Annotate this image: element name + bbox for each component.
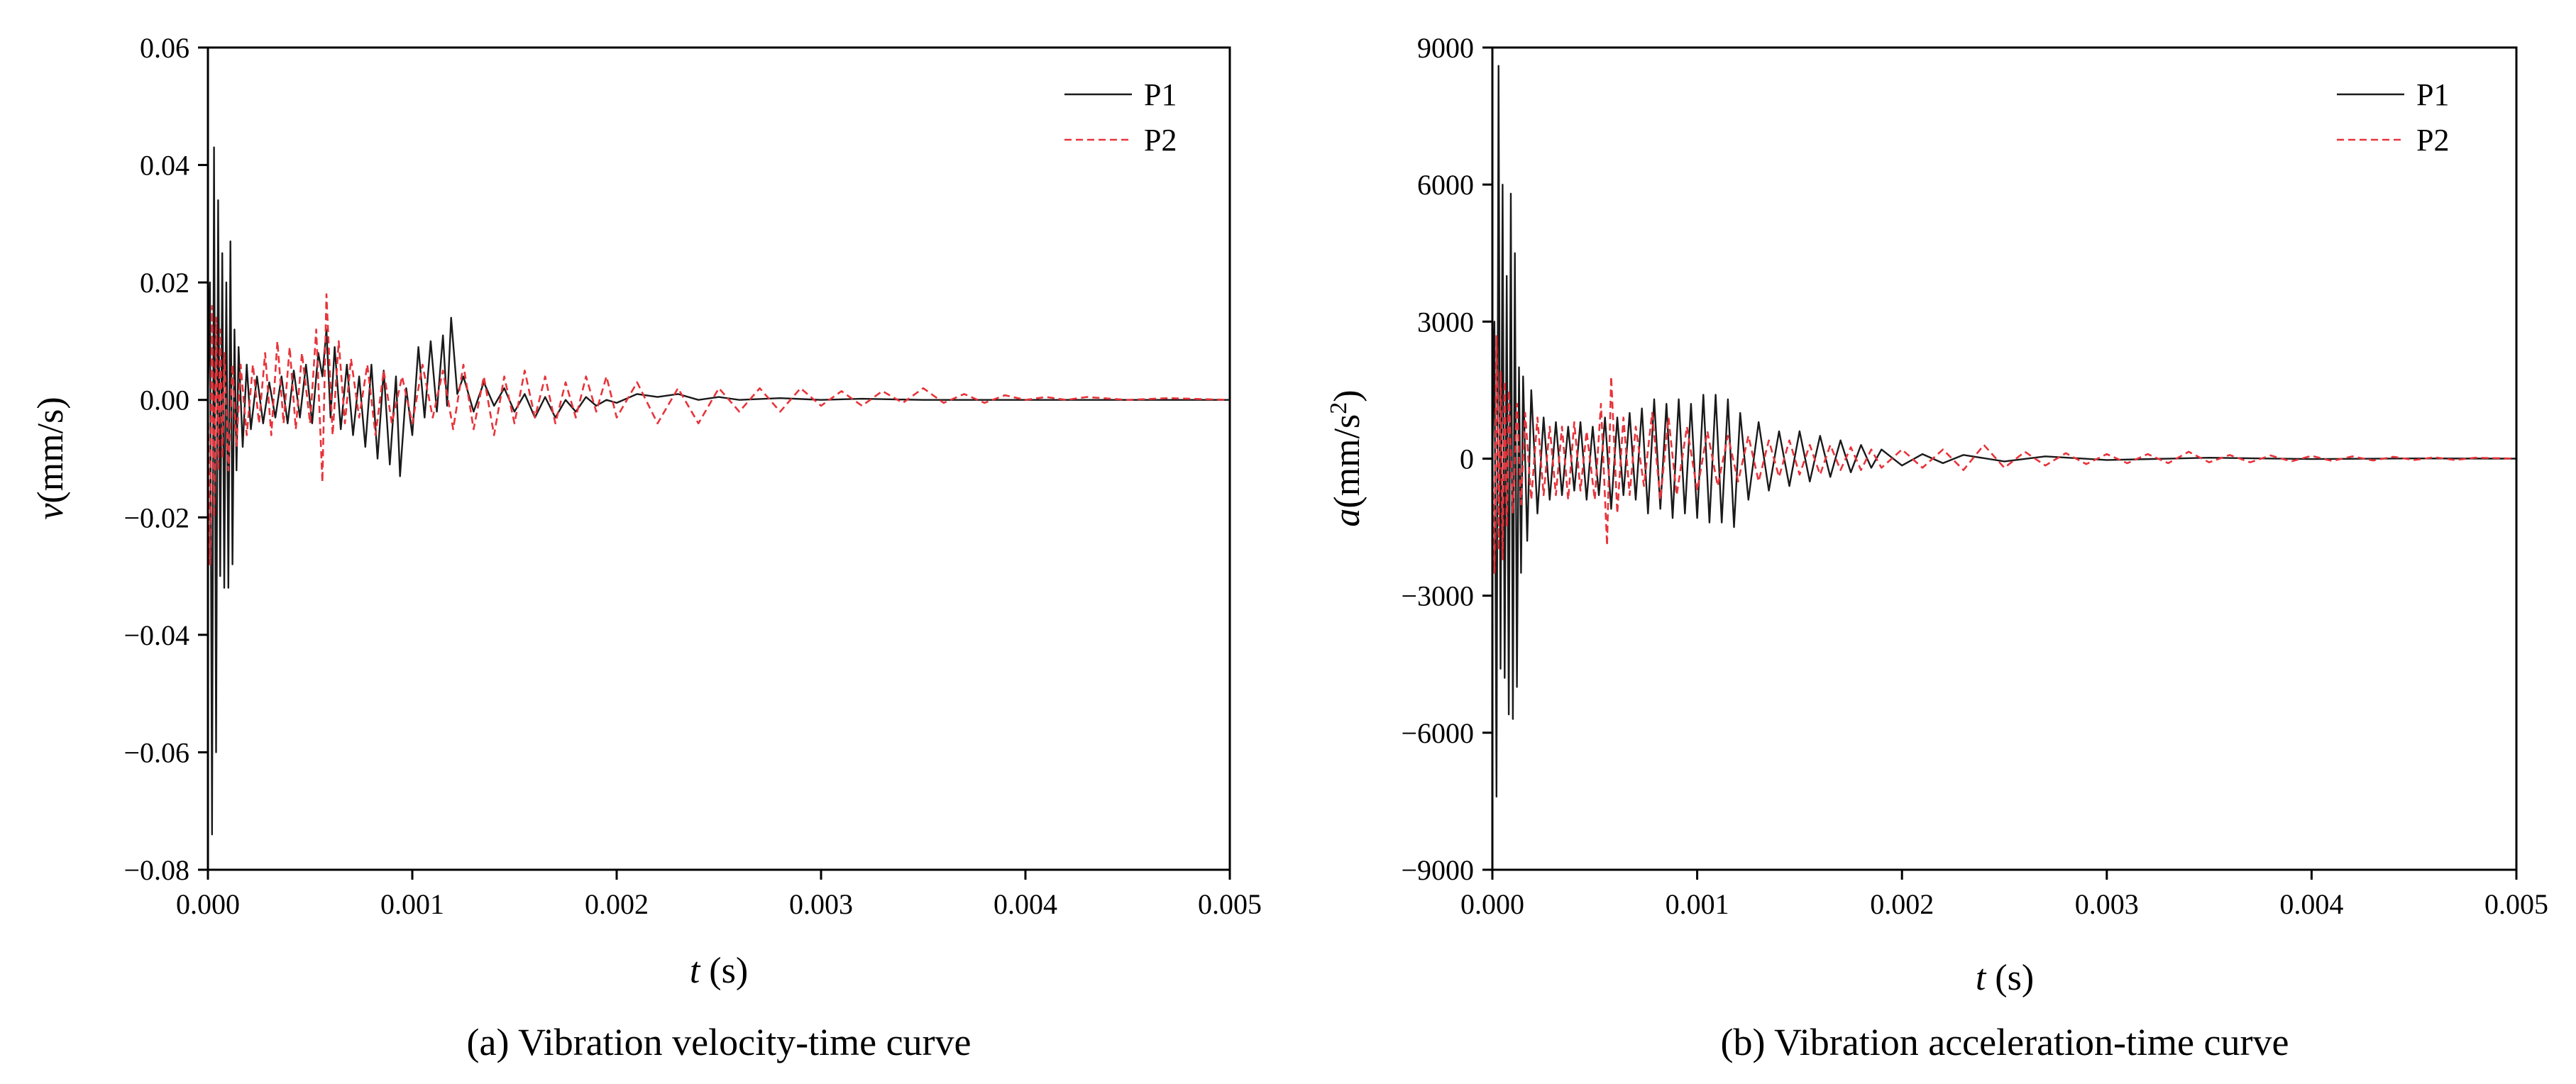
acceleration-x-tick-label: 0.002	[1870, 888, 1934, 920]
velocity-y-tick-label: −0.02	[123, 502, 189, 533]
velocity-x-axis-label: t (s)	[690, 951, 748, 991]
velocity-x-tick-label: 0.005	[1198, 888, 1262, 920]
acceleration-y-tick-label: 3000	[1417, 306, 1474, 338]
acceleration-x-tick-label: 0.001	[1666, 888, 1729, 920]
acceleration-caption: (b) Vibration acceleration-time curve	[1721, 1021, 2289, 1063]
velocity-x-tick-label: 0.002	[585, 888, 649, 920]
velocity-chart: 0.000 0.001 0.002 0.003 0.004 0.005 −0.08−0.0…	[31, 32, 1262, 1063]
velocity-legend-p2-label: P2	[1144, 123, 1177, 157]
velocity-y-tick-label: 0.00	[140, 385, 189, 416]
velocity-series-layer	[207, 146, 1231, 836]
velocity-y-unit: (mm/s)	[31, 397, 71, 503]
acceleration-x-ticks: 0.000 0.001 0.002 0.003 0.004 0.005	[1460, 870, 2548, 920]
velocity-series-p2-line	[207, 293, 1231, 565]
velocity-plot-frame	[207, 46, 1231, 871]
velocity-y-tick-label: 0.02	[140, 267, 189, 299]
acceleration-y-unit-close: )	[1327, 389, 1367, 402]
acceleration-legend-p2-label: P2	[2416, 123, 2449, 157]
velocity-y-tick-label: −0.04	[123, 619, 189, 651]
velocity-series-p1-line	[207, 146, 1230, 836]
acceleration-y-tick-label: −9000	[1401, 854, 1474, 886]
acceleration-y-tick-label: −3000	[1401, 580, 1474, 612]
velocity-x-ticks: 0.000 0.001 0.002 0.003 0.004 0.005	[176, 870, 1262, 920]
acceleration-y-tick-label: 9000	[1417, 32, 1474, 64]
velocity-legend: P1 P2	[1064, 77, 1177, 157]
velocity-x-tick-label: 0.000	[176, 888, 240, 920]
velocity-caption: (a) Vibration velocity-time curve	[467, 1021, 971, 1063]
acceleration-legend: P1 P2	[2337, 77, 2449, 157]
acceleration-x-tick-label: 0.005	[2484, 888, 2548, 920]
velocity-y-tick-label: 0.04	[140, 150, 189, 182]
acceleration-series-p2-line	[1491, 334, 2517, 574]
velocity-y-tick-label: 0.06	[140, 32, 189, 64]
acceleration-legend-p1-label: P1	[2416, 77, 2449, 112]
velocity-y-symbol: v	[31, 503, 71, 520]
velocity-y-tick-label: −0.08	[123, 854, 189, 886]
acceleration-chart: 0.000 0.001 0.002 0.003 0.004 0.005 −9000 −600…	[1326, 32, 2549, 1063]
velocity-legend-p1-label: P1	[1144, 77, 1177, 112]
acceleration-y-tick-label: 6000	[1417, 169, 1474, 201]
acceleration-y-unit: (mm/s	[1327, 414, 1367, 509]
acceleration-y-axis-label: a(mm/s2)	[1326, 389, 1368, 526]
velocity-y-ticks: −0.08 −0.06 −0.04 −0.02 0.00 0.02 0.04 0.06	[123, 32, 208, 886]
acceleration-x-axis-label: t (s)	[1976, 958, 2034, 998]
velocity-x-unit: (s)	[700, 951, 748, 991]
acceleration-y-symbol: a	[1327, 509, 1367, 527]
acceleration-x-unit: (s)	[1986, 958, 2034, 998]
velocity-x-tick-label: 0.004	[993, 888, 1057, 920]
acceleration-y-tick-label: −6000	[1401, 717, 1474, 749]
acceleration-x-tick-label: 0.004	[2279, 888, 2343, 920]
velocity-x-tick-label: 0.001	[380, 888, 444, 920]
velocity-x-tick-label: 0.003	[789, 888, 853, 920]
acceleration-series-layer	[1491, 65, 2517, 798]
acceleration-y-tick-label: 0	[1460, 443, 1474, 475]
acceleration-y-unit-superscript: 2	[1326, 402, 1352, 414]
velocity-x-symbol: t	[690, 951, 701, 991]
velocity-y-axis-label: v(mm/s)	[31, 397, 71, 519]
acceleration-x-tick-label: 0.003	[2075, 888, 2139, 920]
velocity-y-tick-label: −0.06	[123, 736, 189, 768]
acceleration-y-ticks: −9000 −6000 −3000 0 3000 6000 9000	[1401, 32, 1492, 886]
acceleration-x-tick-label: 0.000	[1460, 888, 1524, 920]
acceleration-x-symbol: t	[1976, 958, 1987, 998]
acceleration-series-p1-line	[1491, 65, 2517, 798]
